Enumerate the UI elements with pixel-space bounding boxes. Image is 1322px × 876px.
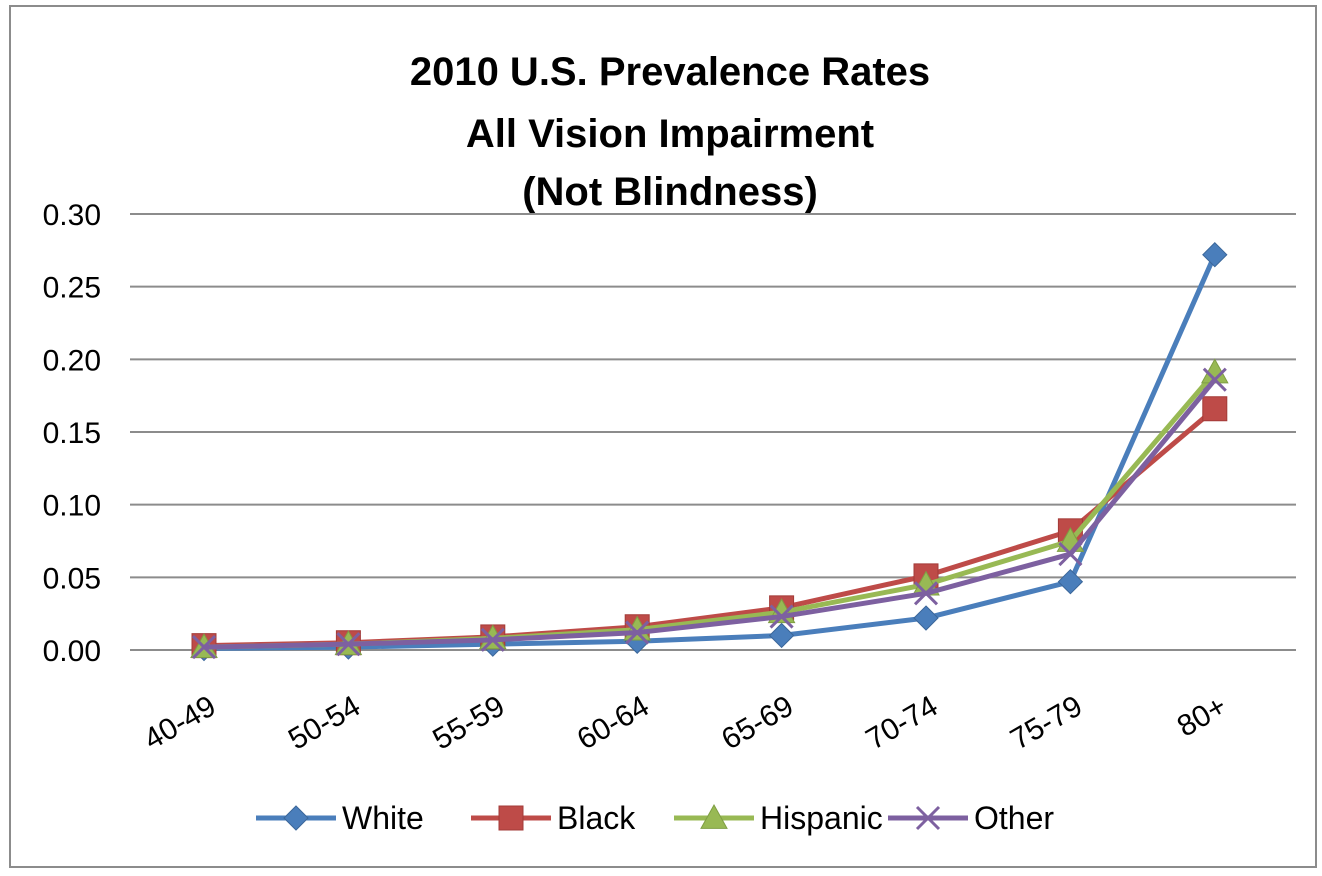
legend-label-black: Black <box>557 800 636 836</box>
chart-title-line-3: (Not Blindness) <box>522 170 818 214</box>
chart-title-line-2: All Vision Impairment <box>466 112 874 156</box>
chart-title-line-1: 2010 U.S. Prevalence Rates <box>410 50 930 94</box>
data-point-black <box>1203 397 1227 421</box>
y-tick-label: 0.05 <box>43 562 101 595</box>
y-tick-label: 0.15 <box>43 417 101 450</box>
y-tick-label: 0.10 <box>43 490 101 523</box>
y-tick-label: 0.20 <box>43 344 101 377</box>
legend-label-hispanic: Hispanic <box>760 800 883 836</box>
legend-marker-black <box>499 806 523 830</box>
legend-label-other: Other <box>974 800 1054 836</box>
legend-label-white: White <box>342 800 424 836</box>
y-tick-label: 0.00 <box>43 635 101 668</box>
y-tick-label: 0.25 <box>43 272 101 305</box>
y-tick-label: 0.30 <box>43 199 101 232</box>
